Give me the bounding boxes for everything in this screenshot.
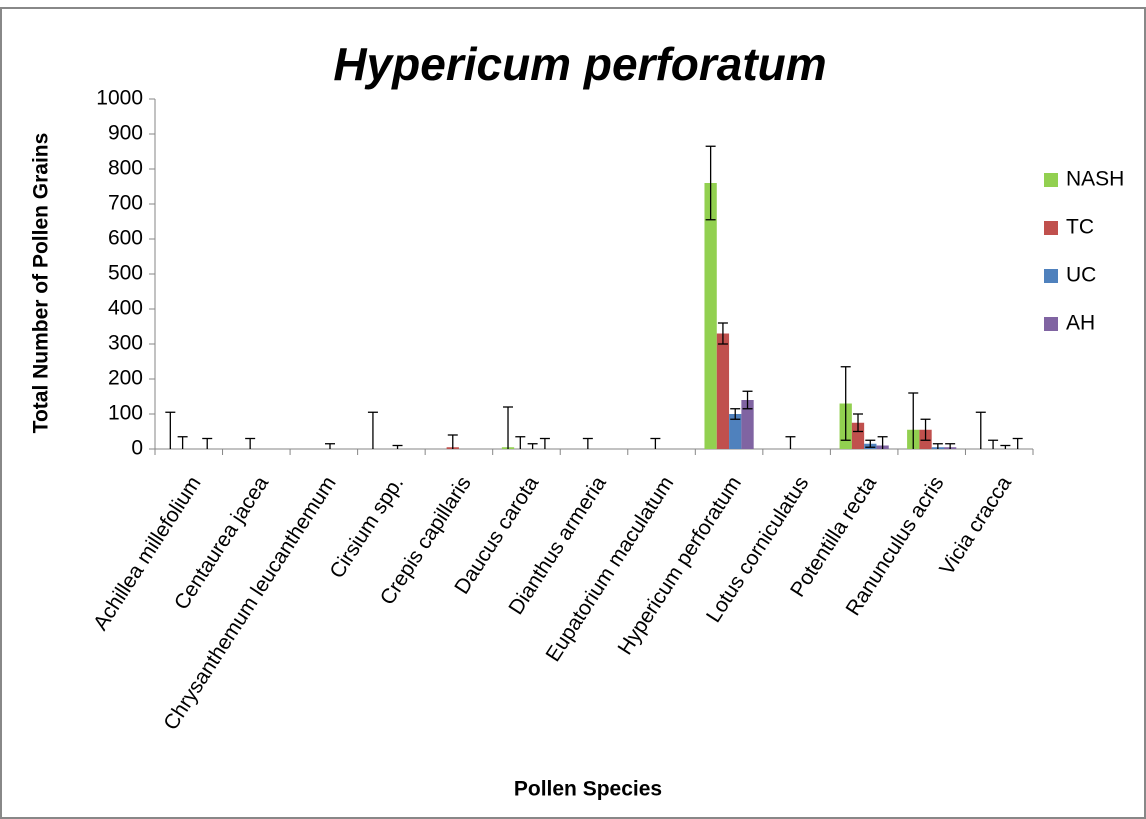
error-bar: [730, 408, 741, 420]
error-bar: [785, 436, 796, 449]
error-bar: [165, 411, 176, 449]
legend-label: TC: [1066, 216, 1094, 239]
legend-swatch: [1044, 317, 1058, 331]
error-bar: [975, 411, 986, 449]
legend-label: UC: [1066, 264, 1096, 287]
y-tick-label: 700: [108, 192, 143, 215]
error-bar: [742, 390, 753, 410]
y-tick-label: 800: [108, 157, 143, 180]
error-bar: [877, 436, 888, 449]
error-bar: [932, 443, 943, 449]
error-bar: [324, 443, 335, 449]
error-bar: [908, 392, 919, 449]
error-bar: [527, 443, 538, 449]
y-tick-label: 1000: [96, 87, 143, 110]
legend-swatch: [1044, 269, 1058, 283]
error-bar: [840, 366, 851, 441]
y-tick-label: 600: [108, 227, 143, 250]
y-axis-label: Total Number of Pollen Grains: [30, 133, 53, 434]
error-bar: [853, 413, 864, 433]
error-bar: [945, 443, 956, 449]
x-axis-label: Pollen Species: [514, 778, 662, 801]
error-bar: [245, 437, 256, 449]
legend-label: NASH: [1066, 168, 1124, 191]
error-bar: [539, 437, 550, 449]
error-bar: [202, 437, 213, 449]
frame: [0, 7, 1146, 819]
error-bar: [177, 436, 188, 449]
y-tick-label: 300: [108, 332, 143, 355]
error-bar: [503, 406, 514, 449]
bar: [741, 400, 754, 449]
y-tick-label: 200: [108, 367, 143, 390]
error-bar: [650, 437, 661, 449]
error-bar: [865, 439, 876, 448]
bar: [851, 422, 865, 449]
error-bar: [447, 434, 458, 449]
legend-swatch: [1044, 173, 1058, 187]
error-bar: [920, 418, 931, 441]
error-bar: [705, 145, 716, 221]
error-bar: [1012, 437, 1023, 449]
legend-swatch: [1044, 221, 1058, 235]
y-tick-label: 100: [108, 402, 143, 425]
y-tick-label: 0: [131, 437, 143, 460]
bar: [704, 183, 717, 449]
error-bar: [515, 436, 526, 449]
y-tick-label: 400: [108, 297, 143, 320]
error-bar: [367, 411, 378, 449]
bar: [716, 333, 730, 449]
error-bar: [582, 437, 593, 449]
bar: [729, 414, 742, 449]
y-tick-label: 900: [108, 122, 143, 145]
error-bar: [717, 322, 728, 345]
error-bar: [392, 444, 403, 449]
y-tick-label: 500: [108, 262, 143, 285]
error-bar: [1000, 444, 1011, 449]
chart-title: Hypericum perforatum: [333, 38, 826, 90]
error-bar: [988, 439, 999, 449]
legend-label: AH: [1066, 312, 1095, 335]
